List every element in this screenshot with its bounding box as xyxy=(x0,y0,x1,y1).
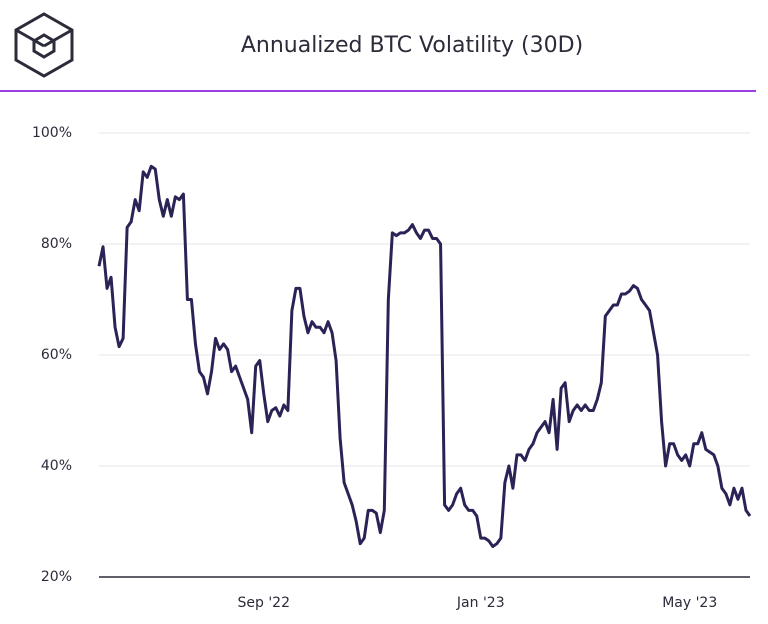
x-tick-label: Sep '22 xyxy=(238,595,291,611)
chart-title: Annualized BTC Volatility (30D) xyxy=(241,33,583,58)
y-tick-label: 80% xyxy=(41,236,72,252)
logo xyxy=(14,12,74,78)
y-tick-label: 40% xyxy=(41,458,72,474)
y-tick-label: 60% xyxy=(41,347,72,363)
x-tick-label: Jan '23 xyxy=(456,595,505,611)
data-line xyxy=(97,164,752,548)
x-tick-label: May '23 xyxy=(662,595,717,611)
y-tick-label: 20% xyxy=(41,569,72,585)
y-tick-label: 100% xyxy=(32,125,72,141)
